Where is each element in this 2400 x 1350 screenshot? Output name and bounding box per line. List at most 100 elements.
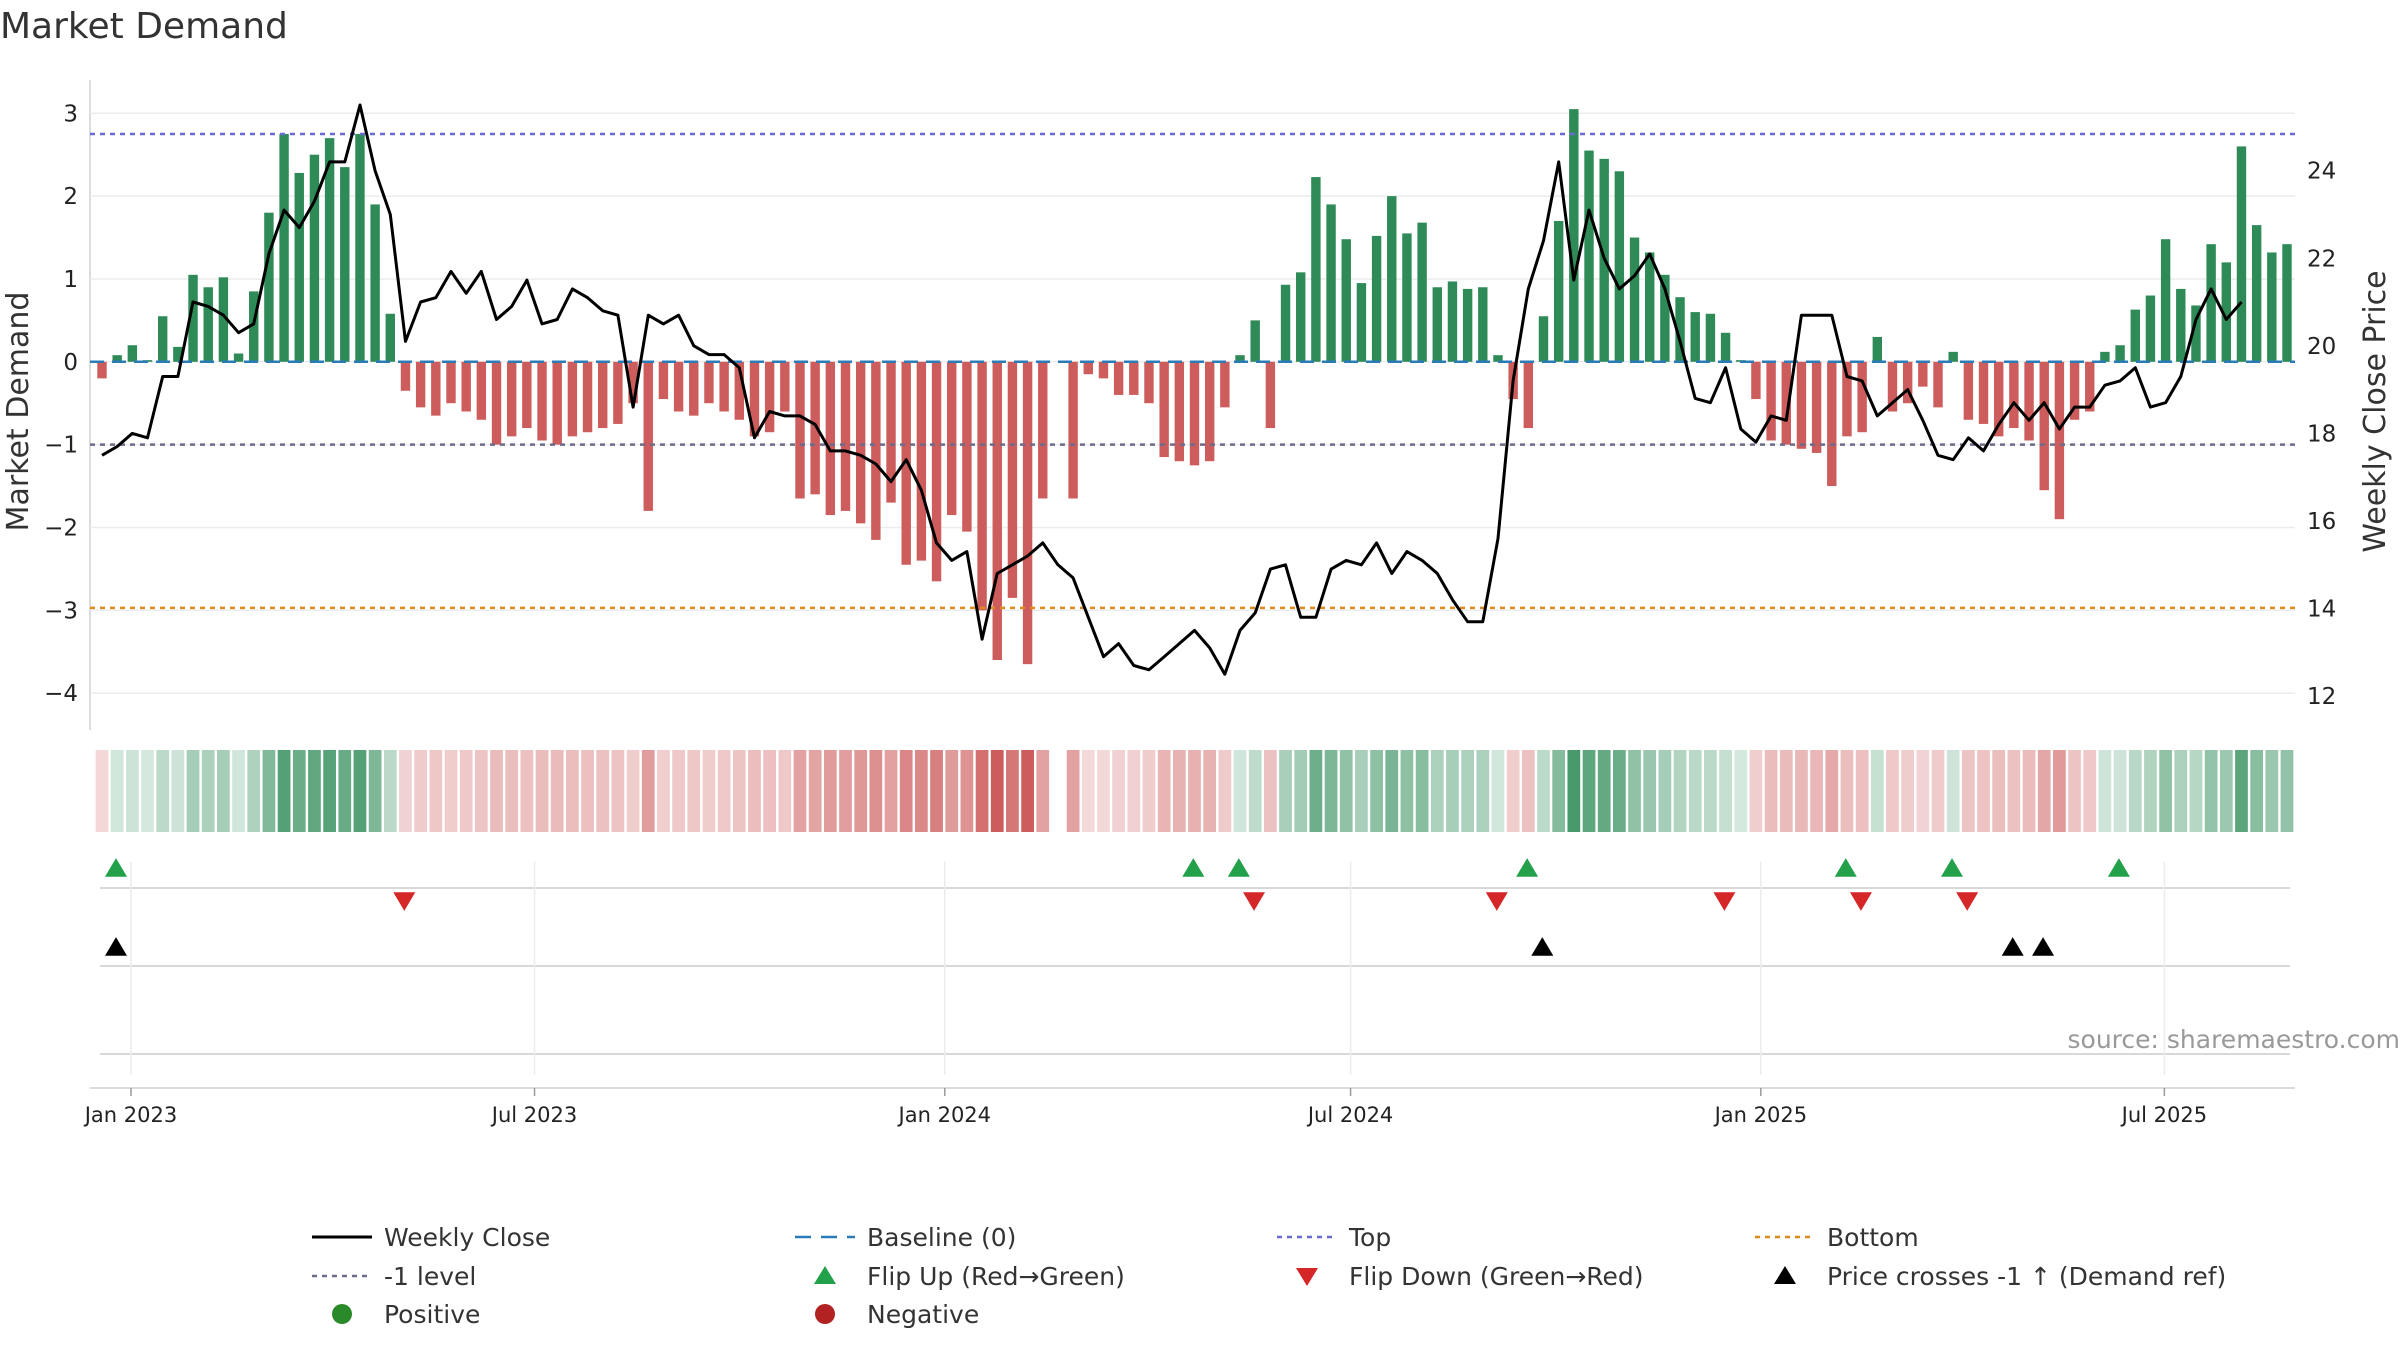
demand-bar-negative	[1918, 361, 1928, 387]
heat-cell	[141, 750, 154, 832]
heat-cell	[884, 750, 898, 832]
heat-cell	[687, 750, 701, 832]
demand-bar-positive	[1235, 355, 1245, 362]
heat-cell	[596, 750, 610, 832]
heat-cell	[793, 750, 807, 832]
heat-cell	[323, 750, 336, 832]
demand-bar-negative	[400, 361, 411, 391]
demand-bar-negative	[749, 361, 760, 437]
heat-cell	[1142, 750, 1156, 832]
legend-swatch-triangle-down	[1296, 1268, 1318, 1286]
heat-cell	[1719, 750, 1732, 832]
demand-bar-positive	[1690, 312, 1700, 362]
demand-bar-negative	[795, 361, 805, 499]
demand-bar-positive	[2130, 309, 2140, 362]
heat-cell	[1021, 750, 1034, 832]
demand-bar-negative	[2054, 361, 2065, 520]
legend-label: Baseline (0)	[867, 1223, 1016, 1252]
heat-cell	[1263, 750, 1277, 832]
demand-bar-negative	[2039, 361, 2049, 491]
legend: Weekly Close Baseline (0) Top Bottom -1 leve…	[312, 1223, 2226, 1329]
legend-label: Positive	[384, 1300, 480, 1329]
heat-cell	[1370, 750, 1383, 832]
heat-cell	[1901, 750, 1915, 832]
heat-cell	[2068, 750, 2081, 832]
demand-bar-negative	[1038, 361, 1048, 499]
heat-cell	[2037, 750, 2051, 832]
heat-cell	[1385, 750, 1399, 832]
flip-down-marker	[393, 892, 416, 911]
heat-cell	[930, 750, 943, 832]
heat-cell	[1339, 750, 1353, 832]
demand-bar-negative	[1159, 361, 1169, 458]
y-left-tick-label: 1	[63, 267, 78, 293]
heat-cell	[1203, 750, 1217, 832]
demand-bar-negative	[1842, 361, 1852, 437]
heat-cell	[1066, 750, 1080, 832]
heat-cell	[1597, 750, 1611, 832]
demand-bar-positive	[1493, 355, 1503, 362]
legend-label: Top	[1348, 1223, 1391, 1252]
heat-cell	[1233, 750, 1247, 832]
legend-label: Price crosses -1 ↑ (Demand ref)	[1827, 1262, 2226, 1291]
demand-bar-positive	[112, 355, 122, 362]
y-left-tick-label: 3	[63, 101, 78, 127]
demand-heat-strip	[95, 750, 2294, 832]
y-right-tick-label: 16	[2307, 509, 2336, 535]
heat-cell	[156, 750, 170, 832]
demand-bar-positive	[2221, 262, 2232, 362]
price-cross-marker	[1531, 937, 1554, 956]
y-left-tick-label: −3	[44, 598, 78, 624]
demand-bar-negative	[947, 361, 957, 516]
heat-cell	[1006, 750, 1019, 832]
demand-bar-negative	[431, 361, 441, 416]
demand-bar-positive	[203, 287, 213, 362]
flip-up-marker	[1227, 858, 1250, 877]
demand-bar-positive	[1326, 204, 1336, 362]
demand-bar-negative	[2024, 361, 2034, 441]
demand-bar-negative	[1144, 361, 1154, 404]
demand-bar-positive	[1675, 297, 1685, 362]
legend-item: Bottom	[1755, 1223, 1919, 1252]
demand-bar-negative	[1022, 361, 1033, 665]
heat-cell	[2113, 750, 2127, 832]
price-cross-marker	[2001, 937, 2024, 956]
demand-bar-negative	[552, 361, 562, 445]
heat-cell	[611, 750, 625, 832]
heat-cell	[1825, 750, 1839, 832]
heat-cell	[945, 750, 959, 832]
flip-down-marker	[1956, 892, 1979, 911]
heat-cell	[1992, 750, 2006, 832]
x-tick-label: Jan 2025	[1713, 1103, 1808, 1127]
demand-bar-positive	[1478, 287, 1488, 362]
heat-cell	[1537, 750, 1550, 832]
demand-bar-positive	[1402, 233, 1412, 362]
heat-cell	[2235, 750, 2248, 832]
y-right-tick-label: 20	[2307, 334, 2336, 360]
legend-item: Flip Up (Red→Green)	[814, 1262, 1125, 1291]
demand-bar-positive	[1720, 332, 1731, 362]
heat-cell	[459, 750, 473, 832]
heat-cell	[338, 750, 352, 832]
heat-cell	[763, 750, 777, 832]
y-left-tick-label: 2	[63, 184, 78, 210]
demand-bar-negative	[931, 361, 942, 582]
flip-up-marker	[2107, 858, 2130, 877]
demand-bar-positive	[1371, 235, 1382, 362]
heat-cell	[171, 750, 185, 832]
heat-cell	[1749, 750, 1763, 832]
demand-bar-positive	[1553, 220, 1564, 362]
demand-bar-positive	[1387, 196, 1397, 362]
demand-bar-negative	[567, 361, 578, 437]
demand-bar-positive	[355, 133, 365, 362]
heat-cell	[2159, 750, 2172, 832]
heat-cell	[2128, 750, 2142, 832]
heat-cell	[292, 750, 306, 832]
legend-item: Baseline (0)	[795, 1223, 1016, 1252]
legend-label: Bottom	[1827, 1223, 1919, 1252]
demand-bar-negative	[598, 361, 608, 429]
demand-bar-negative	[1902, 361, 1913, 404]
demand-bar-negative	[415, 361, 426, 408]
demand-bar-negative	[734, 361, 744, 420]
demand-bar-positive	[1872, 336, 1883, 362]
